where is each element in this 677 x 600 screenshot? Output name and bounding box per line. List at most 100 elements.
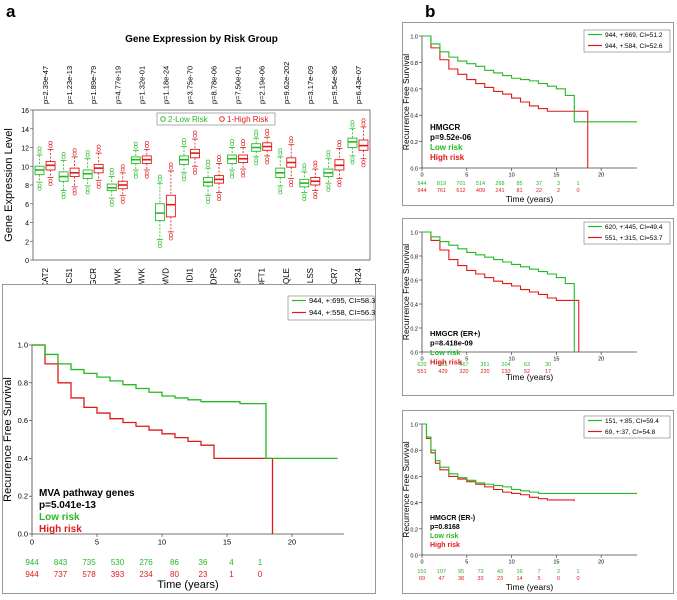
boxplot-category-label: IDI1 [185, 267, 194, 282]
km-hmgcr-xtick-label: 20 [598, 173, 604, 179]
box-low-pmvk-outlier [133, 171, 138, 176]
box-high-dhcr24-outlier [361, 160, 366, 164]
box-low-idi1-outlier [182, 174, 186, 178]
km-hmgcr-ern-frame [402, 410, 674, 594]
km-hmgcr-legend-high: 944, +:584, CI=52.6 [605, 43, 663, 50]
km-mva-risk-low: 36 [199, 558, 208, 567]
km-hmgcr-erp-xtick-label: 15 [553, 357, 559, 363]
km-hmgcr-ern-risk-high: 33 [477, 576, 483, 582]
boxplot-category-label: DHCR24 [354, 267, 363, 300]
box-high-pmvk-outlier [144, 171, 149, 176]
boxplot-pvalue: p=2.39e-47 [41, 66, 50, 104]
km-hmgcr-label-high: High risk [430, 153, 465, 162]
km-hmgcr-ern-legend [583, 415, 671, 439]
boxplot-ytick-label: 4 [25, 221, 29, 228]
km-hmgcr-ern-ytick-label: 0.4 [410, 501, 418, 507]
box-high-sqle-outlier [289, 139, 294, 144]
box-low-acat2-outlier [37, 186, 42, 191]
box-high-ggps1-outlier [241, 142, 246, 147]
km-mva-ytick-label: 0.8 [18, 378, 28, 387]
box-high-acat2-outlier [48, 140, 53, 145]
km-hmgcr-erp-risk-high: 320 [459, 369, 468, 375]
km-hmgcr-ern-risk-low: 2 [557, 569, 560, 575]
boxplot-ytick-label: 10 [21, 164, 29, 171]
box-low-hmgcr-outlier [85, 153, 90, 158]
km-hmgcr-curve-high [422, 35, 589, 168]
km-hmgcr-ern-ytick-label: 0.6 [410, 475, 418, 481]
km-hmgcr-erp-risk-high: 220 [480, 369, 489, 375]
boxplot-pvalue: p=2.19e-06 [258, 66, 267, 104]
boxplot-category-label: SQLE [282, 268, 291, 289]
km-hmgcr-risk-low: 3 [557, 181, 560, 187]
km-hmgcr-ern-risk-low: 16 [516, 569, 522, 575]
km-hmgcr-ern-risk-low: 43 [497, 569, 503, 575]
box-high-lss-outlier [313, 163, 318, 168]
box-low-ggps1-outlier [230, 139, 235, 143]
box-high-dhcr24-outlier [361, 121, 366, 126]
box-low-acat2-outlier [37, 183, 42, 188]
box-low-dhcr24-outlier [350, 160, 355, 165]
box-low-mvd-outlier [157, 177, 162, 182]
box-low-dhcr24-outlier [350, 157, 355, 162]
box-high-mvk-outlier [120, 164, 125, 169]
km-hmgcr-xtick-label: 10 [509, 173, 515, 179]
km-hmgcr-ern-xtick-label: 20 [598, 560, 604, 566]
box-high-fdps-outlier [217, 158, 221, 163]
box-low-mvk-outlier [109, 168, 114, 172]
box-low-sqle-outlier [278, 190, 283, 195]
box-high-mvd-outlier [168, 162, 173, 167]
km-hmgcr-ern-risk-high: 0 [557, 576, 560, 582]
km-hmgcr-risk-high: 612 [456, 188, 465, 194]
km-hmgcr-risk-high: 761 [437, 188, 446, 194]
boxplot-legend-high-marker [219, 116, 225, 122]
box-low-pmvk-outlier [133, 141, 138, 146]
km-mva-risk-high: 234 [139, 570, 153, 579]
km-hmgcr-ern-risk-low: 1 [576, 569, 579, 575]
km-hmgcr-ern-label-high: High risk [430, 542, 460, 549]
km-mva-label-low: Low risk [39, 512, 80, 523]
box-high-mvk-outlier [120, 167, 125, 172]
boxplot-ylabel: Gene Expression Level [3, 128, 15, 242]
box-low-mvk-outlier [109, 202, 114, 207]
km-hmgcr-risk-low: 819 [437, 181, 446, 187]
boxplot-legend-low-marker [160, 116, 166, 122]
box-low-lss-outlier [302, 193, 307, 198]
boxplot-category-label: MVK [113, 267, 122, 285]
boxplot-category-label: ACAT2 [41, 267, 50, 293]
panel-label-a: a [6, 2, 16, 21]
km-hmgcr-ytick-label: 0.4 [410, 114, 418, 120]
km-hmgcr-risk-low: 514 [476, 181, 485, 187]
km-hmgcr-ern-risk-low: 95 [458, 569, 464, 575]
box-low-sqle-outlier [278, 148, 283, 153]
box-low-fdft1-outlier [254, 161, 259, 166]
boxplot-pvalue: p=9.62e-202 [282, 62, 291, 104]
km-mva-pvalue: p=5.041e-13 [39, 500, 96, 511]
box-high-mvd-outlier [168, 165, 173, 170]
km-hmgcr-ern-xtick-label: 15 [553, 560, 559, 566]
km-hmgcr-ern-ytick-label: 0.2 [410, 527, 418, 533]
km-hmgcr-ern-xlabel: Time (years) [506, 582, 554, 592]
boxplot-category-label: MVD [161, 268, 170, 286]
box-high-sqle-outlier [289, 183, 294, 187]
box-low-hmgcr-outlier [85, 190, 90, 195]
km-mva-ytick-label: 0.2 [18, 492, 28, 501]
km-hmgcr-legend-low: 944, +:669, CI=51.2 [605, 32, 663, 39]
km-mva-risk-low: 1 [258, 558, 263, 567]
box-high-mvd-outlier [168, 236, 173, 241]
km-hmgcr-frame [402, 22, 674, 206]
box-low-dhcr7-outlier [326, 184, 331, 189]
km-mva-risk-low: 735 [82, 558, 96, 567]
km-hmgcr-risk-high: 0 [576, 188, 579, 194]
km-hmgcr-ern-risk-high: 5 [537, 576, 540, 582]
box-high-hmgcs1-outlier [72, 151, 77, 156]
box-low-idi1-outlier [182, 177, 186, 182]
km-hmgcr-risk-high: 409 [476, 188, 485, 194]
boxplot-category-label: LSS [306, 268, 315, 283]
km-mva-frame [2, 284, 376, 594]
boxplot-category-label: PMVK [137, 267, 146, 290]
box-low-dhcr24-box [347, 137, 358, 148]
box-high-hmgcr-outlier [96, 181, 101, 186]
box-low-hmgcr-outlier [85, 150, 90, 155]
